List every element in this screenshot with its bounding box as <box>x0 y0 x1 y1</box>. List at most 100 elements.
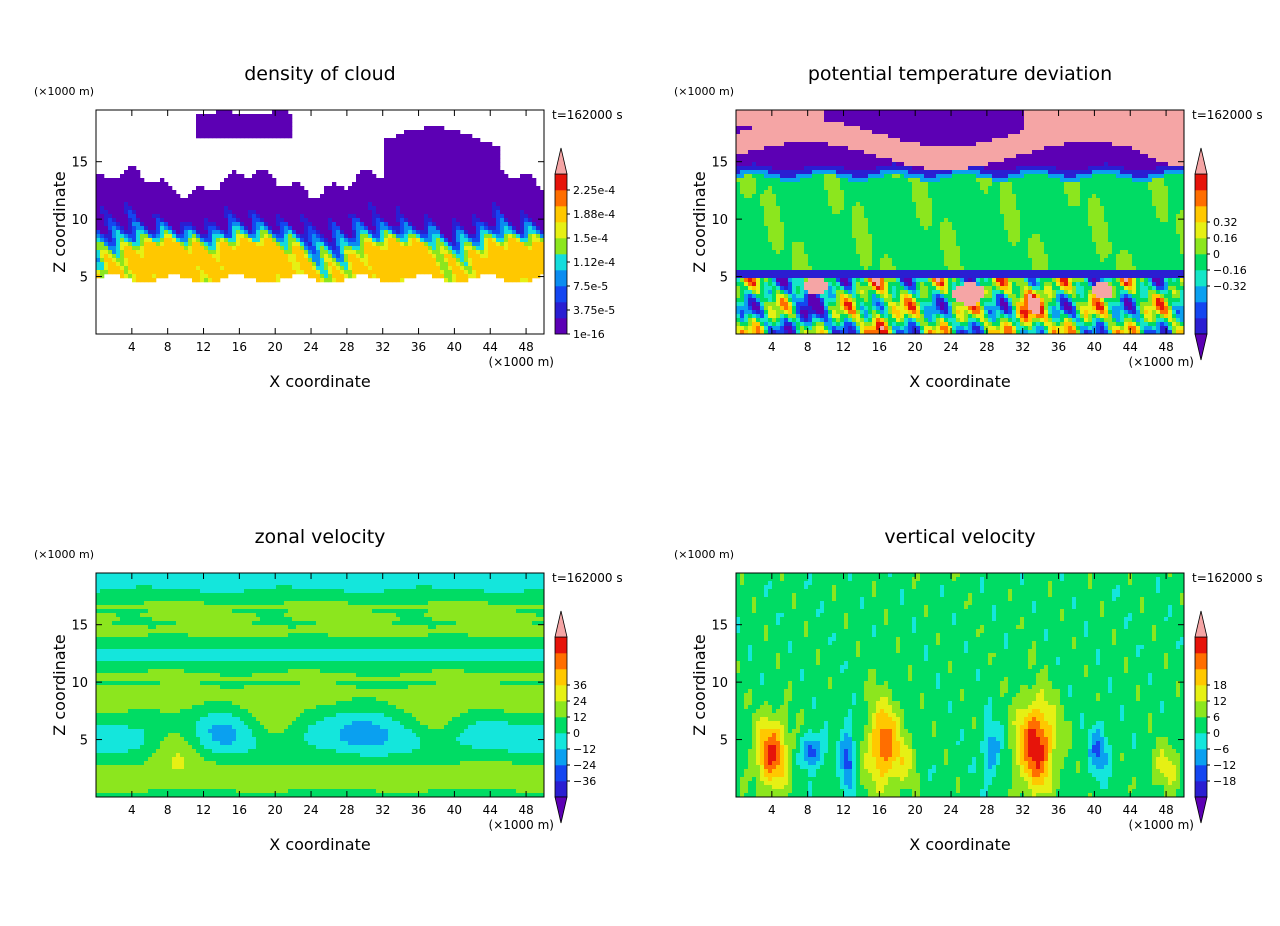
field-cell <box>440 274 445 279</box>
field-cell <box>520 174 525 179</box>
field-cell <box>168 266 173 271</box>
field-cell <box>900 150 905 155</box>
field-cell <box>948 142 953 147</box>
field-cell <box>1004 122 1009 127</box>
field-cell <box>496 178 501 183</box>
field-cell <box>324 218 329 223</box>
field-cell <box>1028 114 1033 119</box>
field-cell <box>1180 134 1184 139</box>
field-cell <box>484 250 489 255</box>
field-cell <box>236 238 241 243</box>
field-cell <box>196 274 201 279</box>
field-cell <box>992 134 997 139</box>
field-cell <box>1096 146 1101 151</box>
field-cell <box>124 226 129 231</box>
field-cell <box>256 194 261 199</box>
field-cell <box>96 174 101 179</box>
field-cell <box>1088 122 1093 127</box>
field-cell <box>756 146 761 151</box>
field-cell <box>240 114 245 119</box>
field-cell <box>332 214 337 219</box>
field-cell <box>304 222 309 227</box>
field-cell <box>928 138 933 143</box>
field-cell <box>220 198 225 203</box>
field-cell <box>504 250 509 255</box>
field-cell <box>944 166 949 171</box>
field-cell <box>484 258 489 263</box>
field-cell <box>176 242 181 247</box>
field-cell <box>896 138 901 143</box>
field-cell <box>1072 110 1077 115</box>
field-cell <box>344 270 349 275</box>
field-cell <box>420 250 425 255</box>
plot-frame <box>95 109 545 335</box>
field-cell <box>476 266 481 271</box>
field-cell <box>240 218 245 223</box>
field-cell <box>740 114 745 119</box>
field-cell <box>500 254 505 259</box>
field-cell <box>748 150 753 155</box>
field-cell <box>492 222 497 227</box>
field-cell <box>480 270 485 275</box>
field-cell <box>256 250 261 255</box>
field-cell <box>904 162 909 167</box>
field-cell <box>496 214 501 219</box>
field-cell <box>292 218 297 223</box>
field-cell <box>1064 114 1069 119</box>
field-cell <box>224 130 229 135</box>
field-cell <box>148 258 153 263</box>
field-cell <box>496 238 501 243</box>
field-cell <box>788 114 793 119</box>
field-cell <box>1016 110 1021 115</box>
field-cell <box>412 166 417 171</box>
field-cell <box>948 130 953 135</box>
field-cell <box>444 274 449 279</box>
field-cell <box>752 146 757 151</box>
field-cell <box>416 258 421 263</box>
field-cell <box>268 214 273 219</box>
field-cell <box>528 230 533 235</box>
field-cell <box>800 142 805 147</box>
field-cell <box>532 250 537 255</box>
field-cell <box>532 238 537 243</box>
field-cell <box>1128 154 1133 159</box>
field-cell <box>512 218 517 223</box>
field-cell <box>332 230 337 235</box>
field-cell <box>988 150 993 155</box>
field-cell <box>372 262 377 267</box>
field-cell <box>428 206 433 211</box>
field-cell <box>876 114 881 119</box>
field-cell <box>500 194 505 199</box>
field-cell <box>284 230 289 235</box>
field-cell <box>340 254 345 259</box>
field-cell <box>824 118 829 123</box>
field-cell <box>1084 130 1089 135</box>
field-cell <box>200 246 205 251</box>
field-cell <box>1136 146 1141 151</box>
field-cell <box>1116 150 1121 155</box>
field-cell <box>968 114 973 119</box>
field-cell <box>1072 134 1077 139</box>
field-cell <box>456 150 461 155</box>
field-cell <box>212 210 217 215</box>
field-cell <box>460 266 465 271</box>
field-cell <box>492 214 497 219</box>
field-cell <box>368 266 373 271</box>
field-cell <box>1052 114 1057 119</box>
field-cell <box>224 126 229 131</box>
field-cell <box>388 262 393 267</box>
field-cell <box>348 206 353 211</box>
field-cell <box>1132 126 1137 131</box>
field-cell <box>360 262 365 267</box>
field-cell <box>424 270 429 275</box>
field-cell <box>432 166 437 171</box>
field-cell <box>1136 166 1141 171</box>
field-cell <box>944 158 949 163</box>
field-cell <box>948 110 953 115</box>
field-cell <box>380 190 385 195</box>
field-cell <box>876 110 881 115</box>
field-cell <box>1048 150 1053 155</box>
field-cell <box>276 270 281 275</box>
field-cell <box>924 118 929 123</box>
field-cell <box>956 118 961 123</box>
